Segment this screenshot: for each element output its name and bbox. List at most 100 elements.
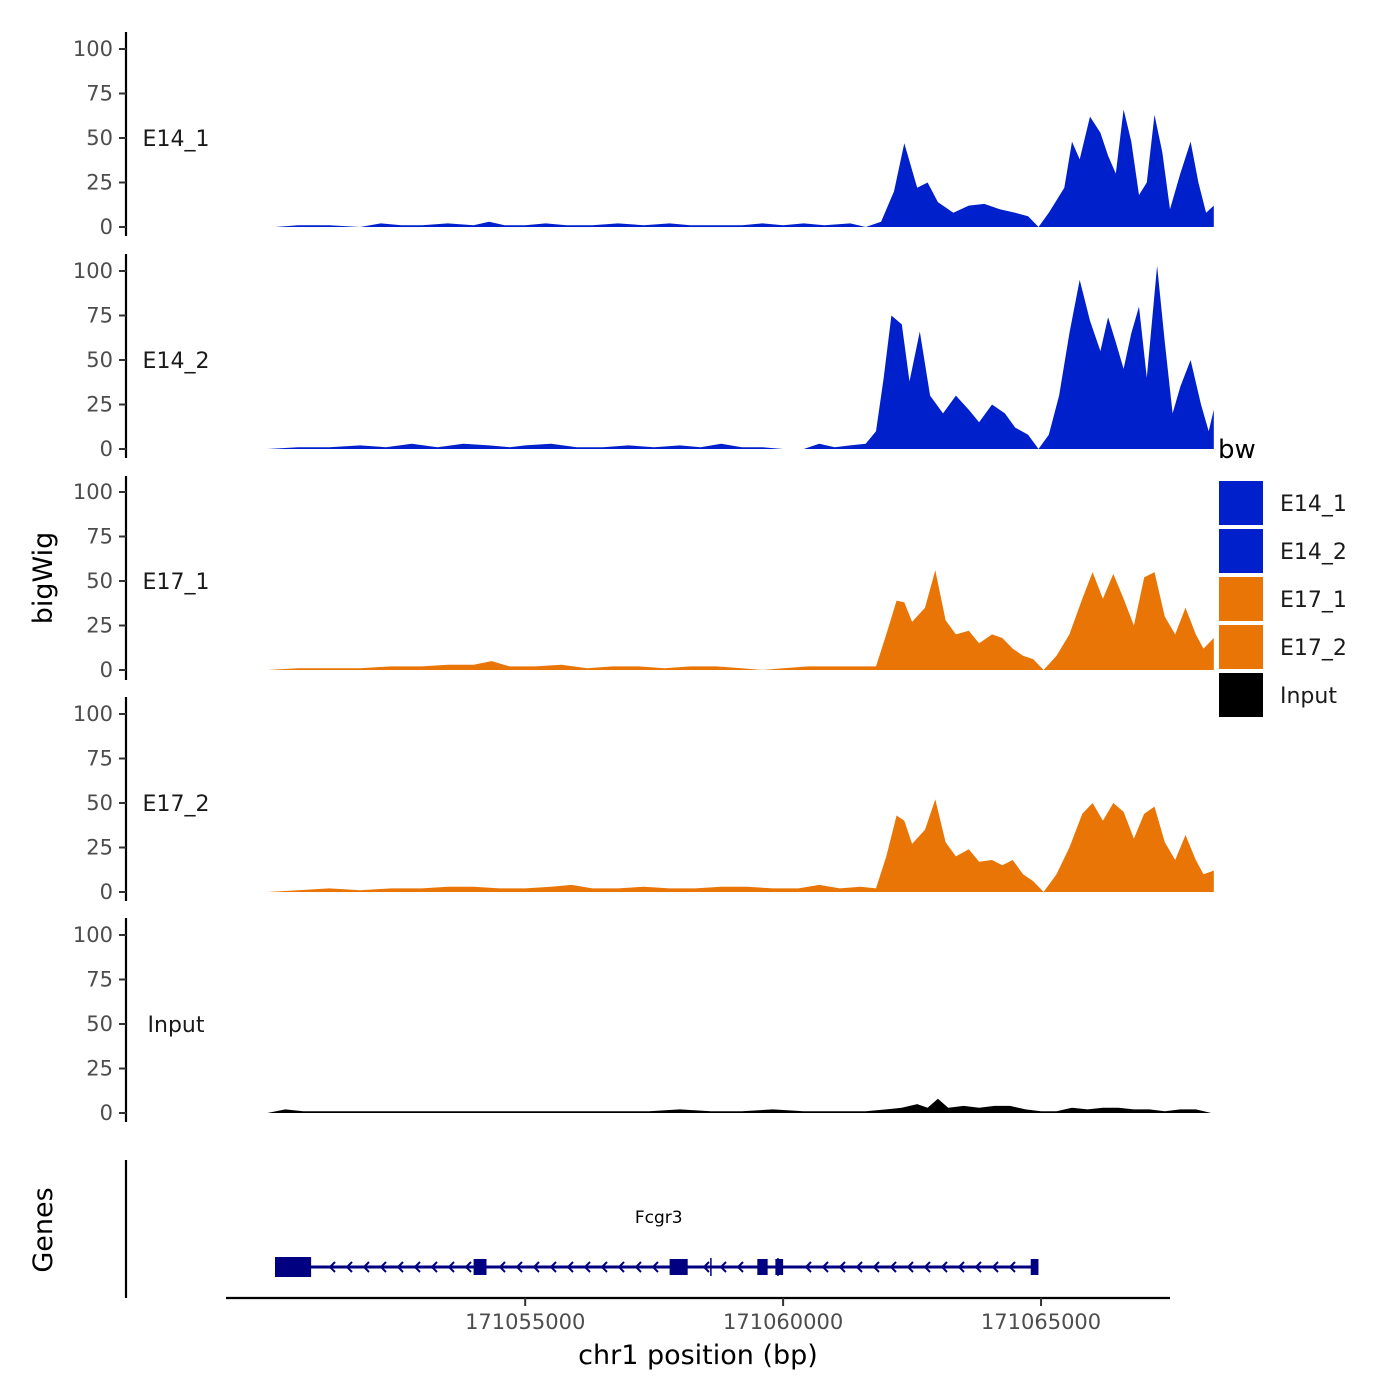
track-E17_2: 0 25 50 75 100 E17_2 (73, 697, 1214, 904)
legend-label: E17_1 (1280, 588, 1347, 613)
y-tick-label: 100 (73, 37, 113, 61)
track-Input: 0 25 50 75 100 Input (73, 918, 1212, 1125)
track-label: E17_2 (143, 792, 210, 817)
legend-swatch-E17_2 (1217, 623, 1265, 671)
x-axis-ticks: 171055000 171060000 171065000 (465, 1298, 1101, 1334)
x-tick-label: 171065000 (981, 1310, 1101, 1334)
strand-arrow (872, 1261, 880, 1273)
track-label: E14_2 (143, 349, 210, 374)
legend: bw E14_1 E14_2 E17_1 E17_2 Input (1217, 435, 1347, 719)
strand-arrow (532, 1261, 540, 1273)
strand-arrow (345, 1261, 353, 1273)
strand-arrow (498, 1261, 506, 1273)
signal-area-E17_2 (267, 799, 1214, 892)
legend-swatch-Input (1217, 671, 1265, 719)
strand-arrow (617, 1261, 625, 1273)
gene-exon (775, 1259, 784, 1275)
y-tick-label: 75 (86, 304, 113, 328)
y-tick-label: 25 (86, 171, 113, 195)
y-tick-label: 0 (100, 880, 113, 904)
legend-entries: E14_1 E14_2 E17_1 E17_2 Input (1217, 479, 1347, 719)
strand-arrow (838, 1261, 846, 1273)
legend-label: Input (1280, 684, 1337, 709)
y-tick-label: 0 (100, 1101, 113, 1125)
legend-swatch-E17_1 (1217, 575, 1265, 623)
y-tick-label: 0 (100, 658, 113, 682)
strand-arrow (328, 1261, 336, 1273)
y-tick-label: 50 (86, 791, 113, 815)
strand-arrow (396, 1261, 404, 1273)
y-tick-label: 25 (86, 836, 113, 860)
y-tick-label: 100 (73, 480, 113, 504)
y-tick-label: 100 (73, 702, 113, 726)
strand-arrow (855, 1261, 863, 1273)
strand-arrow (974, 1261, 982, 1273)
signal-area-E17_1 (267, 570, 1214, 670)
strand-arrow (413, 1261, 421, 1273)
strand-arrow (991, 1261, 999, 1273)
x-tick-label: 171060000 (723, 1310, 843, 1334)
strand-arrow (906, 1261, 914, 1273)
gene-exon (1030, 1259, 1039, 1275)
strand-arrow (889, 1261, 897, 1273)
y-tick-label: 75 (86, 82, 113, 106)
y-tick-label: 50 (86, 348, 113, 372)
signal-area-Input (267, 1098, 1212, 1113)
strand-arrow (600, 1261, 608, 1273)
strand-arrow (702, 1261, 710, 1273)
strand-arrow (515, 1261, 523, 1273)
track-E14_1: 0 25 50 75 100 E14_1 (73, 32, 1214, 239)
strand-arrow (821, 1261, 829, 1273)
track-label: E17_1 (143, 570, 210, 595)
strand-arrow (804, 1261, 812, 1273)
y-tick-label: 50 (86, 126, 113, 150)
gene-exon (669, 1259, 688, 1275)
y-tick-label: 25 (86, 614, 113, 638)
y-tick-label: 75 (86, 525, 113, 549)
strand-arrow (379, 1261, 387, 1273)
gene-exon (757, 1259, 768, 1275)
strand-arrow (430, 1261, 438, 1273)
gene-exon (473, 1259, 487, 1275)
strand-arrow (719, 1261, 727, 1273)
strand-arrow (362, 1261, 370, 1273)
strand-arrow (447, 1261, 455, 1273)
gene-track: Fcgr3 (124, 1160, 1039, 1298)
gene-name-label: Fcgr3 (635, 1208, 683, 1228)
gene-Fcgr3: Fcgr3 (275, 1208, 1039, 1277)
gene-exon (275, 1257, 312, 1277)
y-tick-label: 75 (86, 968, 113, 992)
y-tick-label: 100 (73, 923, 113, 947)
legend-swatch-E14_2 (1217, 527, 1265, 575)
strand-arrow (549, 1261, 557, 1273)
strand-arrow (634, 1261, 642, 1273)
strand-arrow (566, 1261, 574, 1273)
legend-title: bw (1218, 435, 1256, 465)
legend-label: E17_2 (1280, 636, 1347, 661)
y-axis-title: bigWig (28, 532, 59, 625)
legend-label: E14_1 (1280, 492, 1347, 517)
strand-arrow (940, 1261, 948, 1273)
strand-arrow (464, 1261, 472, 1273)
track-label: Input (148, 1013, 205, 1038)
x-axis-title: chr1 position (bp) (578, 1340, 818, 1371)
track-label: E14_1 (143, 127, 210, 152)
strand-arrow (957, 1261, 965, 1273)
y-tick-label: 50 (86, 569, 113, 593)
track-E17_1: 0 25 50 75 100 E17_1 (73, 476, 1214, 682)
y-tick-label: 100 (73, 259, 113, 283)
x-tick-label: 171055000 (465, 1310, 585, 1334)
gene-track-title: Genes (28, 1187, 59, 1272)
y-tick-label: 25 (86, 1057, 113, 1081)
track-E14_2: 0 25 50 75 100 E14_2 (73, 254, 1214, 461)
signal-tracks: 0 25 50 75 100 E14_1 0 25 50 75 100 E14_2 0 25 50 75 100… (73, 32, 1214, 1125)
strand-arrow (736, 1261, 744, 1273)
y-tick-label: 0 (100, 215, 113, 239)
strand-arrow (583, 1261, 591, 1273)
strand-arrow (1008, 1261, 1016, 1273)
y-tick-label: 0 (100, 437, 113, 461)
y-tick-label: 75 (86, 747, 113, 771)
signal-area-E14_1 (275, 109, 1214, 227)
legend-swatch-E14_1 (1217, 479, 1265, 527)
